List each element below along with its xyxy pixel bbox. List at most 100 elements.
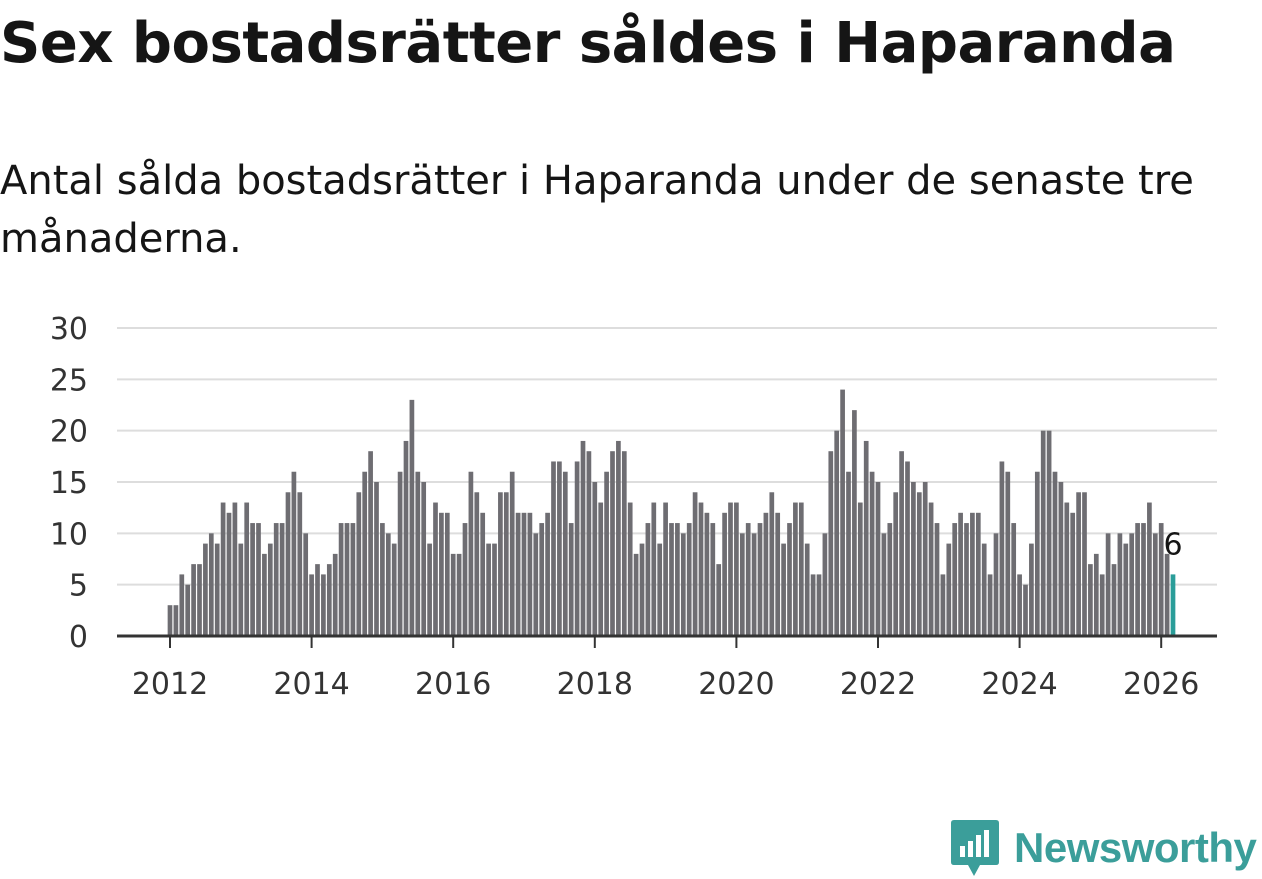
- bar: [214, 543, 220, 636]
- bar: [922, 482, 928, 636]
- bar: [1058, 482, 1064, 636]
- bar: [834, 430, 840, 636]
- bar: [309, 574, 314, 636]
- bar: [934, 523, 940, 636]
- bar: [981, 543, 987, 636]
- bar: [1111, 564, 1117, 636]
- bar: [627, 502, 633, 636]
- bar: [527, 512, 533, 636]
- bar: [645, 523, 651, 636]
- bar: [515, 512, 521, 636]
- bar: [521, 512, 527, 636]
- bar: [545, 512, 550, 636]
- bar: [568, 523, 574, 636]
- bar: [710, 523, 716, 636]
- x-tick-label: 2020: [698, 667, 774, 702]
- bar: [486, 543, 491, 636]
- bar: [509, 471, 515, 636]
- bar: [722, 512, 727, 636]
- x-tick-label: 2024: [981, 667, 1057, 702]
- bar: [621, 451, 627, 636]
- bar: [899, 451, 904, 636]
- bar: [444, 512, 450, 636]
- last-value-label: 6: [1163, 527, 1182, 562]
- bar: [403, 440, 409, 636]
- bar: [734, 502, 739, 636]
- bar: [716, 564, 722, 636]
- bar: [203, 543, 208, 636]
- bar: [450, 553, 456, 636]
- bar: [633, 553, 639, 636]
- bar: [639, 543, 645, 636]
- bar: [692, 492, 698, 636]
- bar: [745, 523, 751, 636]
- chart-title: Sex bostadsrätter såldes i Haparanda: [0, 11, 1176, 76]
- bar: [1105, 533, 1111, 636]
- bar: [179, 574, 185, 636]
- bar: [273, 523, 279, 636]
- bar: [1076, 492, 1081, 636]
- bar: [1023, 584, 1028, 636]
- bar: [810, 574, 816, 636]
- bar: [1029, 543, 1034, 636]
- bar: [362, 471, 368, 636]
- bar: [439, 512, 444, 636]
- bar: [220, 502, 226, 636]
- bar: [1005, 471, 1011, 636]
- bar: [616, 440, 621, 636]
- bar: [574, 461, 580, 636]
- bar: [551, 461, 556, 636]
- bar: [846, 471, 851, 636]
- bar: [940, 574, 946, 636]
- bar: [1129, 533, 1135, 636]
- bar: [380, 523, 385, 636]
- bar: [1158, 523, 1164, 636]
- bar: [993, 533, 999, 636]
- bar: [1046, 430, 1052, 636]
- chart-subtitle: Antal sålda bostadsrätter i Haparanda un…: [0, 158, 1194, 262]
- bar: [975, 512, 981, 636]
- bar: [197, 564, 202, 636]
- bar: [592, 482, 598, 636]
- x-tick-label: 2026: [1123, 667, 1199, 702]
- bar: [686, 523, 692, 636]
- bar: [1141, 523, 1146, 636]
- x-tick-label: 2018: [557, 667, 633, 702]
- bar: [244, 502, 250, 636]
- bar: [208, 533, 214, 636]
- newsworthy-logo: Newsworthy: [950, 818, 1257, 878]
- bar: [321, 574, 326, 636]
- bar: [822, 533, 828, 636]
- bar: [1099, 574, 1105, 636]
- bar: [1135, 523, 1140, 636]
- bar: [1123, 543, 1129, 636]
- bar: [911, 482, 916, 636]
- bar: [409, 399, 415, 636]
- bar: [657, 543, 663, 636]
- bar: [964, 523, 969, 636]
- bar: [675, 523, 680, 636]
- bar: [775, 512, 781, 636]
- bar: [480, 512, 486, 636]
- bar: [863, 440, 869, 636]
- bar: [698, 502, 704, 636]
- bar: [857, 502, 863, 636]
- bar: [875, 482, 881, 636]
- bar: [1052, 471, 1058, 636]
- bar: [338, 523, 344, 636]
- y-tick-label: 15: [50, 466, 88, 501]
- bar: [958, 512, 963, 636]
- bar: [1040, 430, 1046, 636]
- bar: [303, 533, 309, 636]
- bar: [881, 533, 887, 636]
- bar: [1011, 523, 1017, 636]
- bar: [262, 553, 267, 636]
- bar: [739, 533, 745, 636]
- bar: [291, 471, 297, 636]
- bar: [828, 451, 834, 636]
- bar: [1088, 564, 1093, 636]
- bar: [887, 523, 893, 636]
- y-tick-label: 10: [50, 517, 88, 552]
- bar: [763, 512, 769, 636]
- bar: [1164, 553, 1170, 636]
